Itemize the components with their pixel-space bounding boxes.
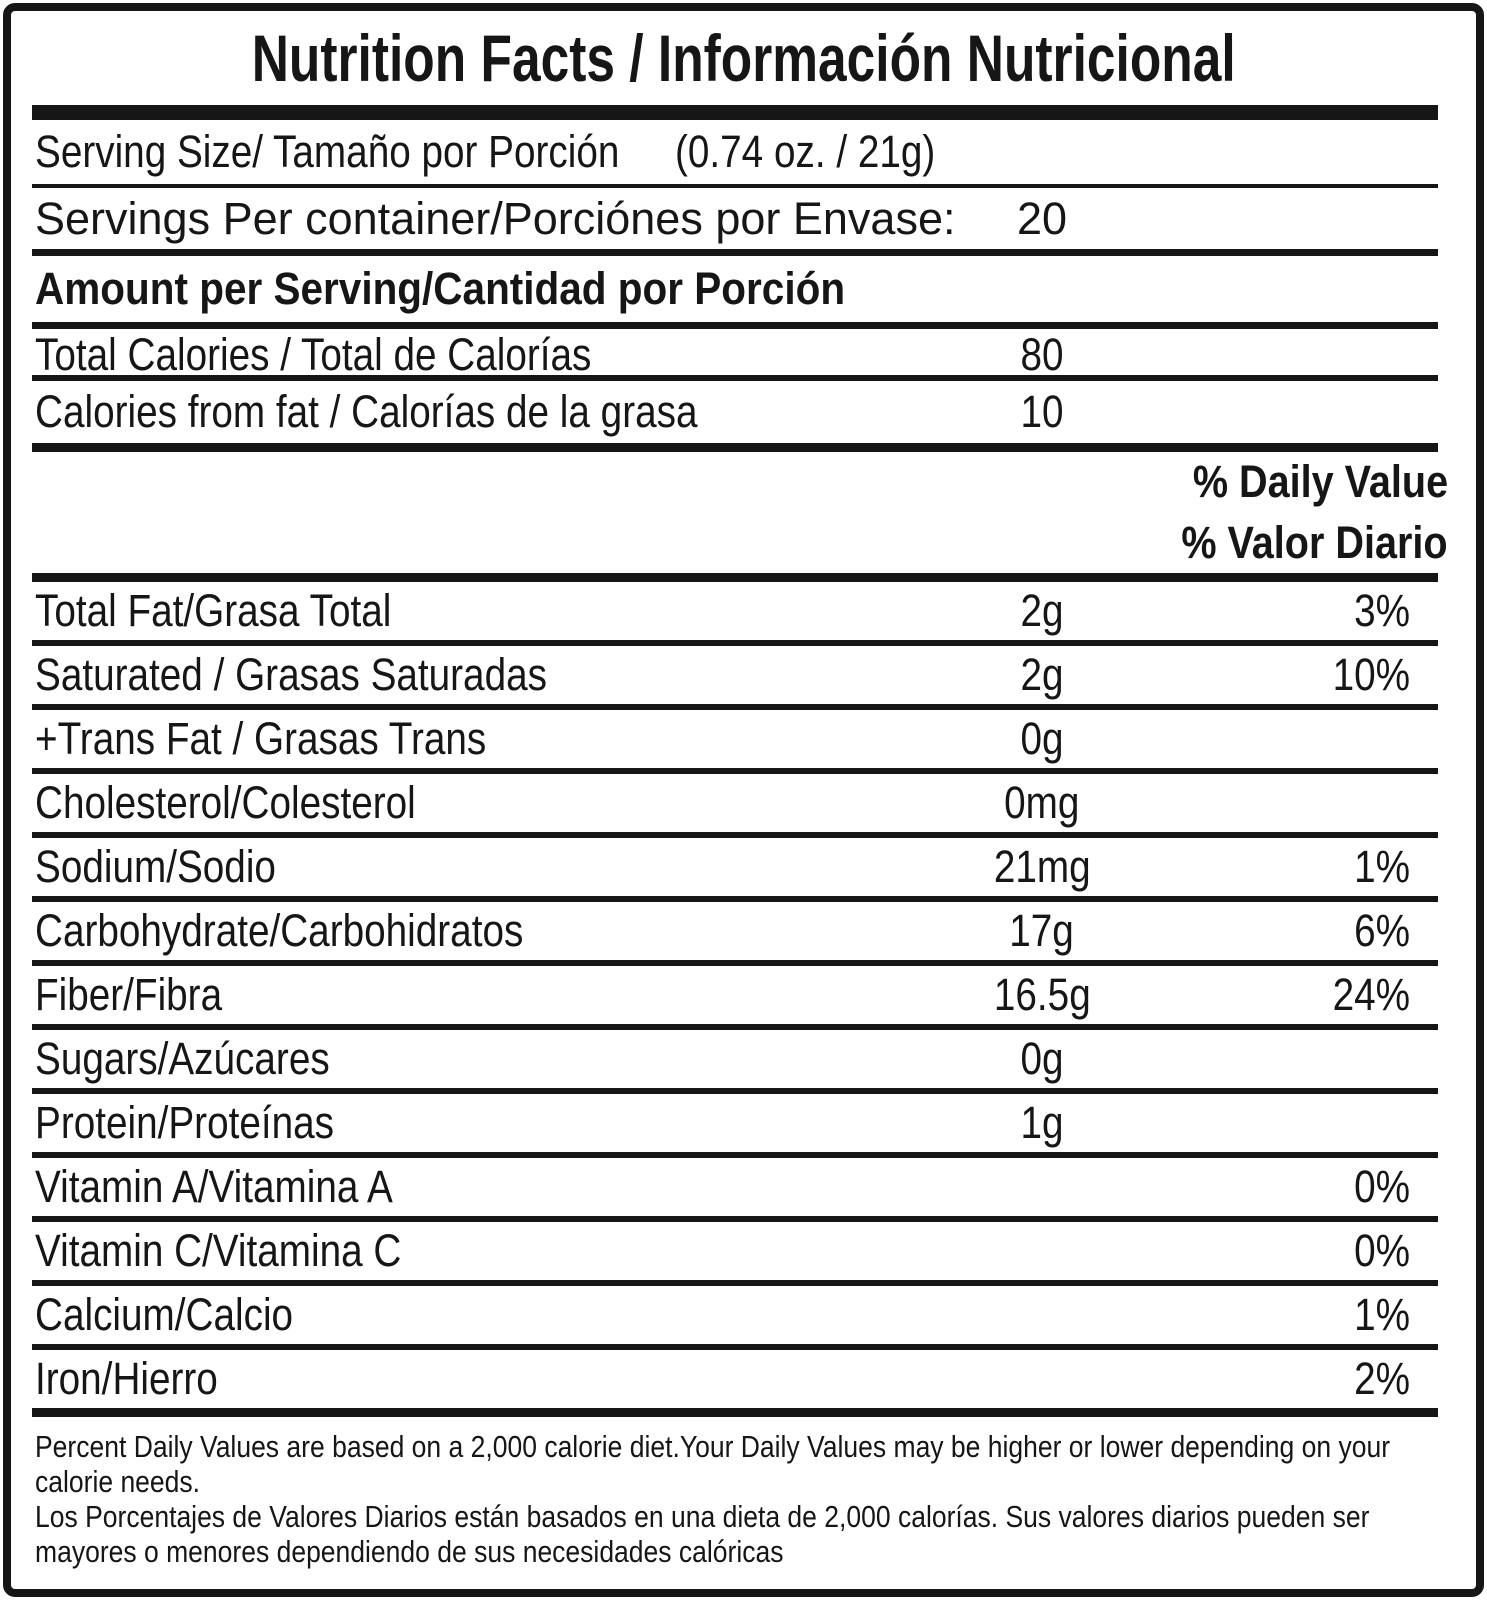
- nutrient-amount: 0mg: [1004, 777, 1080, 828]
- daily-value-header-block: % Daily Value % Valor Diario: [11, 452, 1476, 573]
- serving-size-value: (0.74 oz. / 21g): [675, 126, 936, 177]
- nutrient-daily-value: [1410, 1033, 1438, 1085]
- nutrient-amount: 17g: [1009, 905, 1075, 956]
- divider: [32, 960, 1438, 966]
- total-calories-value: 80: [1020, 329, 1064, 380]
- nutrient-row: Total Fat/Grasa Total 2g 3%: [35, 582, 1438, 640]
- daily-value-header-en: % Daily Value: [1192, 456, 1448, 508]
- nutrient-amount: 0g: [1020, 713, 1064, 764]
- nutrient-amount: 0g: [1020, 1033, 1064, 1084]
- page-title: Nutrition Facts / Información Nutriciona…: [251, 21, 1236, 95]
- nutrient-label: Carbohydrate/Carbohidratos: [35, 905, 524, 956]
- nutrient-amount: 16.5g: [993, 969, 1091, 1020]
- nutrient-row: Iron/Hierro 2%: [35, 1350, 1438, 1408]
- nutrient-amount: 2g: [1020, 649, 1064, 700]
- nutrient-label: Cholesterol/Colesterol: [35, 777, 416, 828]
- nutrient-label: Iron/Hierro: [35, 1353, 218, 1404]
- divider: [32, 832, 1438, 838]
- nutrient-row: Fiber/Fibra 16.5g 24%: [35, 966, 1438, 1024]
- divider: [32, 322, 1438, 329]
- nutrition-facts-label: Nutrition Facts / Información Nutriciona…: [3, 3, 1484, 1597]
- nutrient-daily-value: 10%: [1332, 649, 1410, 700]
- nutrient-label: Total Fat/Grasa Total: [35, 585, 392, 636]
- nutrient-row: Vitamin A/Vitamina A 0%: [35, 1158, 1438, 1216]
- nutrient-label: Calcium/Calcio: [35, 1289, 294, 1340]
- nutrient-row: +Trans Fat / Grasas Trans 0g: [35, 710, 1438, 768]
- servings-per-container-value: 20: [1016, 192, 1068, 244]
- divider: [32, 1344, 1438, 1350]
- divider: [32, 1088, 1438, 1094]
- nutrient-daily-value: [1410, 713, 1438, 765]
- divider: [32, 1024, 1438, 1030]
- servings-per-container-label: Servings Per container/Porciónes por Env…: [35, 192, 956, 244]
- label-header: Nutrition Facts / Información Nutriciona…: [11, 11, 1476, 105]
- serving-size-row: Serving Size/ Tamaño por Porción (0.74 o…: [35, 120, 1438, 184]
- nutrient-amount: 2g: [1020, 585, 1064, 636]
- divider: [32, 1216, 1438, 1222]
- nutrient-row: Sugars/Azúcares 0g: [35, 1030, 1438, 1088]
- divider: [32, 184, 1438, 188]
- nutrient-row: Sodium/Sodio 21mg 1%: [35, 838, 1438, 896]
- divider: [32, 1152, 1438, 1158]
- nutrient-row: Carbohydrate/Carbohidratos 17g 6%: [35, 902, 1438, 960]
- nutrient-label: Protein/Proteínas: [35, 1097, 335, 1148]
- daily-value-header-es: % Valor Diario: [1181, 516, 1448, 568]
- total-calories-row: Total Calories / Total de Calorías 80: [35, 329, 1438, 380]
- divider: [32, 640, 1438, 646]
- total-calories-label: Total Calories / Total de Calorías: [35, 329, 592, 380]
- divider: [32, 704, 1438, 710]
- amount-per-serving-header: Amount per Serving/Cantidad por Porción: [35, 263, 846, 314]
- calories-from-fat-value: 10: [1020, 386, 1064, 437]
- nutrient-daily-value: 3%: [1354, 585, 1410, 636]
- footnote-es: Los Porcentajes de Valores Diarios están…: [35, 1499, 1370, 1569]
- nutrient-daily-value: 6%: [1354, 905, 1410, 956]
- nutrient-daily-value: 0%: [1354, 1161, 1410, 1212]
- nutrient-daily-value: 24%: [1332, 969, 1410, 1020]
- nutrient-label: Fiber/Fibra: [35, 969, 223, 1020]
- nutrient-daily-value: 1%: [1354, 841, 1410, 892]
- divider: [32, 573, 1438, 582]
- nutrient-daily-value: 0%: [1354, 1225, 1410, 1276]
- divider: [32, 249, 1438, 256]
- footnote-en: Percent Daily Values are based on a 2,00…: [35, 1429, 1391, 1499]
- nutrient-amount: 21mg: [993, 841, 1091, 892]
- nutrient-label: Vitamin C/Vitamina C: [35, 1225, 402, 1276]
- divider: [32, 1408, 1438, 1417]
- nutrient-row: Vitamin C/Vitamina C 0%: [35, 1222, 1438, 1280]
- nutrient-label: Sugars/Azúcares: [35, 1033, 330, 1084]
- nutrient-label: Saturated / Grasas Saturadas: [35, 649, 547, 700]
- nutrient-label: +Trans Fat / Grasas Trans: [35, 713, 487, 764]
- footnote: Percent Daily Values are based on a 2,00…: [35, 1417, 1437, 1589]
- divider: [32, 443, 1438, 452]
- nutrient-daily-value: 1%: [1354, 1289, 1410, 1340]
- amount-per-serving-header-row: Amount per Serving/Cantidad por Porción: [35, 256, 1438, 322]
- divider: [32, 768, 1438, 774]
- serving-size-label: Serving Size/ Tamaño por Porción: [35, 126, 620, 177]
- nutrient-label: Sodium/Sodio: [35, 841, 276, 892]
- nutrient-amount: 1g: [1020, 1097, 1064, 1148]
- nutrient-daily-value: [1410, 1097, 1438, 1149]
- nutrient-row: Cholesterol/Colesterol 0mg: [35, 774, 1438, 832]
- title-bar: [32, 105, 1438, 120]
- servings-per-container-row: Servings Per container/Porciónes por Env…: [35, 188, 1438, 249]
- nutrient-daily-value: 2%: [1354, 1353, 1410, 1404]
- nutrient-daily-value: [1410, 777, 1438, 829]
- calories-from-fat-row: Calories from fat / Calorías de la grasa…: [35, 381, 1438, 443]
- divider: [32, 375, 1438, 381]
- divider: [32, 896, 1438, 902]
- nutrient-label: Vitamin A/Vitamina A: [35, 1161, 393, 1212]
- divider: [32, 1280, 1438, 1286]
- nutrient-row: Saturated / Grasas Saturadas 2g 10%: [35, 646, 1438, 704]
- nutrient-row: Protein/Proteínas 1g: [35, 1094, 1438, 1152]
- nutrient-row: Calcium/Calcio 1%: [35, 1286, 1438, 1344]
- calories-from-fat-label: Calories from fat / Calorías de la grasa: [35, 386, 698, 437]
